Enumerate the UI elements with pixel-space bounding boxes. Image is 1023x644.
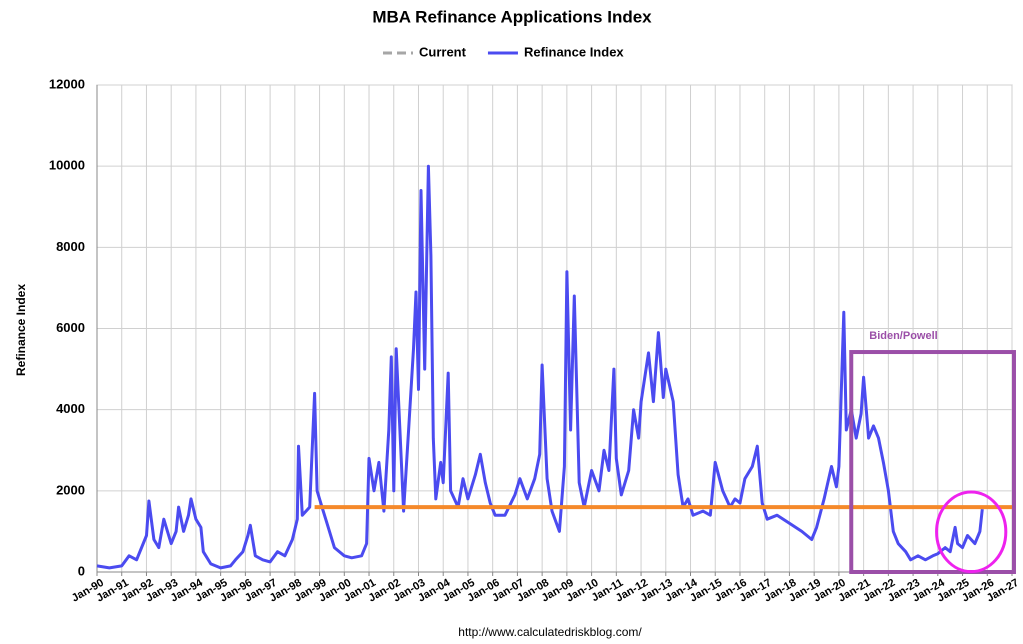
y-tick-label: 8000 <box>56 239 85 254</box>
y-tick-label: 4000 <box>56 401 85 416</box>
y-tick-label: 0 <box>78 563 85 578</box>
source: http://www.calculatedriskblog.com/ <box>458 625 642 639</box>
chart-title: MBA Refinance Applications Index <box>372 7 652 26</box>
legend-label: Refinance Index <box>524 44 624 59</box>
y-tick-label: 12000 <box>49 76 85 91</box>
annotation-label: Biden/Powell <box>869 330 937 342</box>
y-tick-label: 2000 <box>56 482 85 497</box>
annotation-ellipse <box>935 490 1008 574</box>
y-axis-label: Refinance Index <box>14 284 28 376</box>
y-tick-label: 10000 <box>49 158 85 173</box>
y-tick-label: 6000 <box>56 320 85 335</box>
legend-label: Current <box>419 44 467 59</box>
series-line <box>96 164 984 570</box>
annotation-box <box>849 350 1016 574</box>
